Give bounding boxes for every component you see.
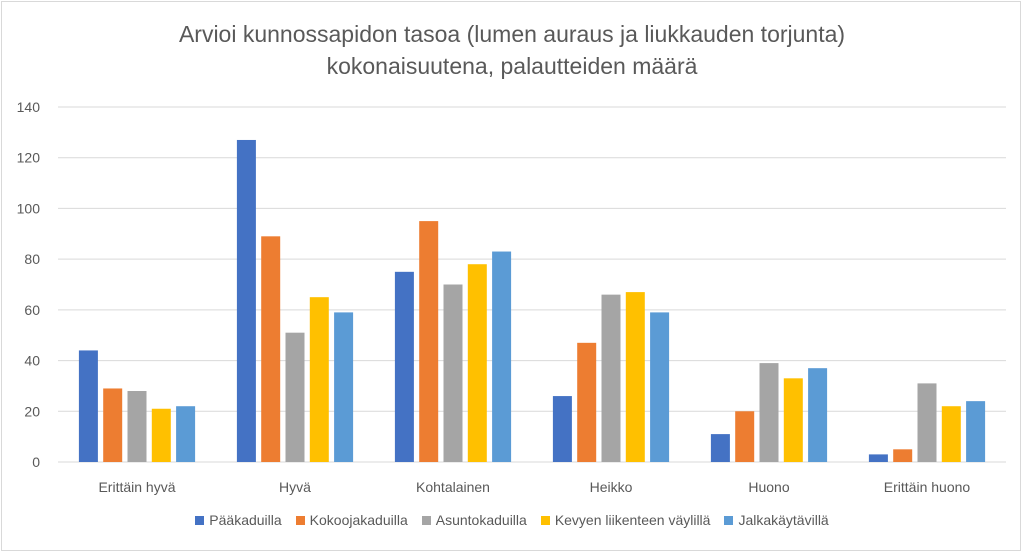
- chart-title-line2: kokonaisuutena, palautteiden määrä: [326, 53, 698, 79]
- y-tick-label: 20: [24, 403, 40, 419]
- bar-kokoojakaduilla: [261, 236, 281, 462]
- bar-pääkaduilla: [552, 396, 572, 462]
- x-tick-label: Erittäin huono: [884, 479, 971, 495]
- x-tick-label: Hyvä: [279, 479, 311, 495]
- y-tick-label: 60: [24, 302, 40, 318]
- legend-swatch: [421, 515, 431, 525]
- x-tick-label: Heikko: [590, 479, 633, 495]
- bar-kevyen-liikenteen-väylillä: [151, 408, 171, 462]
- x-tick-label: Kohtalainen: [416, 479, 490, 495]
- bar-pääkaduilla: [236, 139, 256, 462]
- bar-kokoojakaduilla: [577, 342, 597, 462]
- bar-pääkaduilla: [394, 271, 414, 462]
- legend-swatch: [295, 515, 305, 525]
- bar-asuntokaduilla: [127, 391, 147, 462]
- legend-swatch: [724, 515, 734, 525]
- bar-jalkakäytävillä: [176, 406, 196, 462]
- y-tick-label: 100: [17, 200, 41, 216]
- bar-asuntokaduilla: [285, 332, 305, 462]
- bar-kokoojakaduilla: [419, 221, 439, 462]
- x-tick-label: Huono: [748, 479, 789, 495]
- bar-kevyen-liikenteen-väylillä: [941, 406, 961, 462]
- legend-label: Kokoojakaduilla: [309, 512, 408, 528]
- legend-swatch: [540, 515, 550, 525]
- chart-title-line1: Arvioi kunnossapidon tasoa (lumen auraus…: [178, 21, 846, 47]
- bar-kokoojakaduilla: [735, 411, 755, 462]
- x-tick-label: Erittäin hyvä: [98, 479, 175, 495]
- legend-item: Jalkakäytävillä: [724, 512, 829, 528]
- legend-item: Kokoojakaduilla: [295, 512, 408, 528]
- bar-jalkakäytävillä: [966, 401, 986, 462]
- bar-jalkakäytävillä: [808, 368, 828, 462]
- legend-item: Kevyen liikenteen väylillä: [540, 512, 711, 528]
- bar-pääkaduilla: [710, 434, 730, 462]
- legend: Pääkaduilla Kokoojakaduilla Asuntokaduilla…: [0, 512, 1024, 528]
- bar-asuntokaduilla: [759, 363, 779, 462]
- legend-label: Jalkakäytävillä: [738, 512, 829, 528]
- legend-label: Asuntokaduilla: [435, 512, 527, 528]
- bar-kevyen-liikenteen-väylillä: [309, 297, 329, 462]
- legend-swatch: [195, 515, 205, 525]
- bar-jalkakäytävillä: [492, 251, 512, 462]
- y-tick-label: 80: [24, 251, 40, 267]
- bar-kokoojakaduilla: [103, 388, 123, 462]
- y-tick-label: 40: [24, 353, 40, 369]
- y-tick-label: 120: [17, 150, 41, 166]
- bar-kevyen-liikenteen-väylillä: [625, 292, 645, 462]
- bar-kevyen-liikenteen-väylillä: [783, 378, 803, 462]
- bar-asuntokaduilla: [917, 383, 937, 462]
- bar-pääkaduilla: [78, 350, 98, 462]
- legend-item: Asuntokaduilla: [421, 512, 527, 528]
- bar-kokoojakaduilla: [893, 449, 913, 462]
- bar-kevyen-liikenteen-väylillä: [467, 264, 487, 462]
- bar-asuntokaduilla: [601, 294, 621, 462]
- y-tick-label: 0: [32, 454, 40, 470]
- legend-label: Pääkaduilla: [209, 512, 282, 528]
- legend-label: Kevyen liikenteen väylillä: [554, 512, 711, 528]
- legend-item: Pääkaduilla: [195, 512, 282, 528]
- bar-jalkakäytävillä: [650, 312, 670, 462]
- chart-title: Arvioi kunnossapidon tasoa (lumen auraus…: [0, 18, 1024, 82]
- y-tick-label: 140: [17, 99, 41, 115]
- bar-asuntokaduilla: [443, 284, 463, 462]
- bar-pääkaduilla: [868, 454, 888, 462]
- bar-jalkakäytävillä: [334, 312, 354, 462]
